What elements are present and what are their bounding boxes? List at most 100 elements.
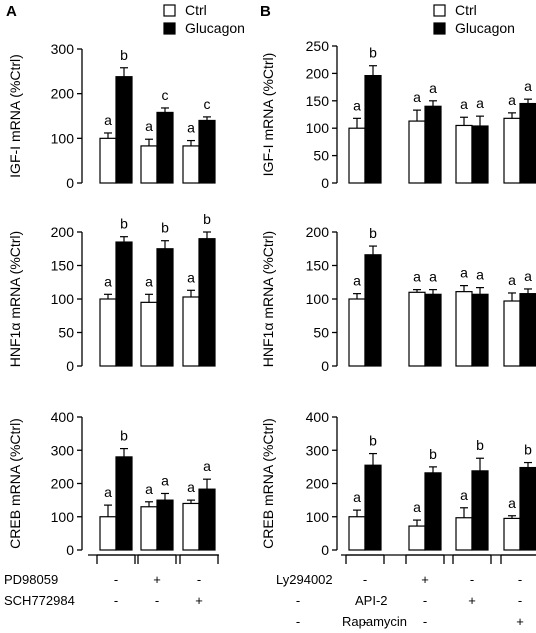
y-tick-label: 0 [321, 542, 329, 558]
bar-glucagon [471, 293, 489, 367]
bar-ctrl [455, 517, 473, 551]
legend-a-ctrl-label: Ctrl [185, 2, 207, 18]
subplot: 0 50 100 150 200 HNF1α mRNA (%Ctrl) a b a b a b [7, 211, 216, 374]
y-tick-label: 150 [51, 258, 75, 274]
y-tick-label: 100 [306, 509, 330, 525]
legend-b-ctrl-swatch [433, 4, 446, 17]
treatment-a-sign: - [114, 593, 118, 608]
group-bracket-tick [500, 555, 502, 564]
treatment-a-sign: - [114, 572, 118, 587]
significance-letter: b [429, 446, 437, 462]
y-tick-label: 0 [66, 542, 74, 558]
bar-glucagon [519, 293, 536, 367]
legend-a-ctrl-swatch [163, 4, 176, 17]
significance-letter: a [524, 78, 532, 94]
y-tick-label: 200 [306, 476, 330, 492]
significance-letter: a [161, 472, 169, 488]
group-bracket-tick [452, 555, 492, 564]
significance-letter: a [429, 269, 437, 285]
bar-ctrl [503, 117, 521, 184]
significance-letter: c [162, 87, 169, 103]
treatment-a-label-1: SCH772984 [4, 593, 75, 608]
treatment-b-sign: + [516, 614, 524, 629]
bar-glucagon [471, 125, 489, 184]
bar-ctrl [348, 298, 366, 367]
bar-ctrl [455, 291, 473, 367]
y-tick-label: 300 [51, 41, 75, 57]
bar-ctrl [408, 120, 426, 184]
bar-ctrl [455, 124, 473, 184]
y-axis-title: IGF-I mRNA (%Ctrl) [260, 53, 276, 177]
bar-glucagon [364, 74, 382, 184]
bar-ctrl [140, 301, 158, 367]
significance-letter: a [460, 487, 468, 503]
bar-ctrl [503, 300, 521, 367]
treatment-b-sign: - [518, 572, 522, 587]
significance-letter: b [476, 437, 484, 453]
subplot: 0 100 200 300 400 CREB mRNA (%Ctrl) a b a b a b a b [260, 409, 536, 564]
group-bracket-tick [96, 555, 136, 564]
bar-glucagon [156, 248, 174, 367]
treatment-a-sign: - [197, 572, 201, 587]
y-tick-label: 100 [51, 130, 75, 146]
bar-ctrl [182, 296, 200, 367]
y-tick-label: 0 [66, 175, 74, 191]
bar-glucagon [471, 470, 489, 551]
significance-letter: a [145, 481, 153, 497]
treatment-b-sign: - [423, 614, 427, 629]
significance-letter: a [413, 89, 421, 105]
treatment-b-sign: - [470, 572, 474, 587]
y-tick-label: 200 [51, 224, 75, 240]
bar-ctrl [140, 145, 158, 184]
y-tick-label: 400 [306, 409, 330, 425]
treatment-b-sign: - [518, 593, 522, 608]
bar-ctrl [140, 506, 158, 551]
bar-ctrl [99, 137, 117, 184]
group-bracket-tick [137, 555, 177, 564]
treatment-a-sign: + [195, 593, 203, 608]
significance-letter: b [120, 216, 128, 232]
significance-letter: b [369, 45, 377, 61]
significance-letter: a [104, 112, 112, 128]
significance-letter: b [524, 442, 532, 458]
legend-a-glucagon-swatch [163, 22, 176, 35]
treatment-b-sign: + [468, 593, 476, 608]
y-tick-label: 100 [306, 291, 330, 307]
bar-glucagon [156, 111, 174, 184]
y-axis-title: IGF-I mRNA (%Ctrl) [7, 54, 23, 178]
y-tick-label: 100 [306, 120, 330, 136]
significance-letter: a [508, 495, 516, 511]
group-bracket-tick [179, 555, 219, 564]
legend-a: Ctrl Glucagon [163, 2, 245, 36]
bar-ctrl [99, 298, 117, 367]
significance-letter: a [187, 479, 195, 495]
significance-letter: a [508, 92, 516, 108]
static-layer: A B Ctrl Glucagon Ctrl Glucagon PD98059 … [4, 2, 524, 629]
treatment-b-label-1: API-2 [355, 593, 388, 608]
y-tick-label: 50 [58, 325, 74, 341]
y-tick-label: 150 [306, 258, 330, 274]
bar-glucagon [519, 102, 536, 184]
significance-letter: a [476, 267, 484, 283]
y-axis-title: CREB mRNA (%Ctrl) [7, 418, 23, 549]
treatment-b-sign: - [363, 572, 367, 587]
y-tick-label: 250 [306, 38, 330, 54]
bar-glucagon [519, 466, 536, 551]
y-tick-label: 400 [51, 409, 75, 425]
bar-glucagon [198, 119, 216, 184]
legend-a-glucagon-label: Glucagon [185, 20, 245, 36]
significance-letter: a [353, 273, 361, 289]
significance-letter: a [353, 97, 361, 113]
treatment-b-sign: - [296, 593, 300, 608]
y-tick-label: 0 [321, 358, 329, 374]
bar-glucagon [364, 464, 382, 551]
group-bracket-tick [345, 555, 385, 564]
y-tick-label: 150 [306, 93, 330, 109]
y-tick-label: 200 [51, 476, 75, 492]
bar-ctrl [503, 517, 521, 551]
